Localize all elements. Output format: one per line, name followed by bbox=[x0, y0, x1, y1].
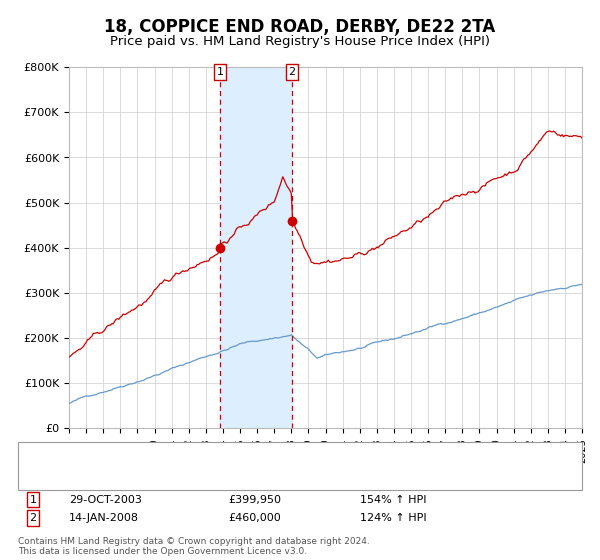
Text: 2: 2 bbox=[289, 67, 296, 77]
Text: 18, COPPICE END ROAD, DERBY, DE22 2TA: 18, COPPICE END ROAD, DERBY, DE22 2TA bbox=[104, 18, 496, 36]
Text: Price paid vs. HM Land Registry's House Price Index (HPI): Price paid vs. HM Land Registry's House … bbox=[110, 35, 490, 48]
Text: 14-JAN-2008: 14-JAN-2008 bbox=[69, 513, 139, 523]
Text: Contains HM Land Registry data © Crown copyright and database right 2024.: Contains HM Land Registry data © Crown c… bbox=[18, 537, 370, 546]
Text: 154% ↑ HPI: 154% ↑ HPI bbox=[360, 494, 427, 505]
Bar bbox=[220, 67, 292, 428]
Text: 1: 1 bbox=[217, 67, 223, 77]
Text: HPI: Average price, detached house, City of Derby: HPI: Average price, detached house, City… bbox=[63, 472, 325, 482]
Text: 1: 1 bbox=[29, 494, 37, 505]
Text: £399,950: £399,950 bbox=[228, 494, 281, 505]
Text: 2: 2 bbox=[29, 513, 37, 523]
Text: This data is licensed under the Open Government Licence v3.0.: This data is licensed under the Open Gov… bbox=[18, 547, 307, 556]
Text: 18, COPPICE END ROAD, DERBY, DE22 2TA (detached house): 18, COPPICE END ROAD, DERBY, DE22 2TA (d… bbox=[63, 451, 380, 461]
Text: 29-OCT-2003: 29-OCT-2003 bbox=[69, 494, 142, 505]
Text: 124% ↑ HPI: 124% ↑ HPI bbox=[360, 513, 427, 523]
Text: £460,000: £460,000 bbox=[228, 513, 281, 523]
